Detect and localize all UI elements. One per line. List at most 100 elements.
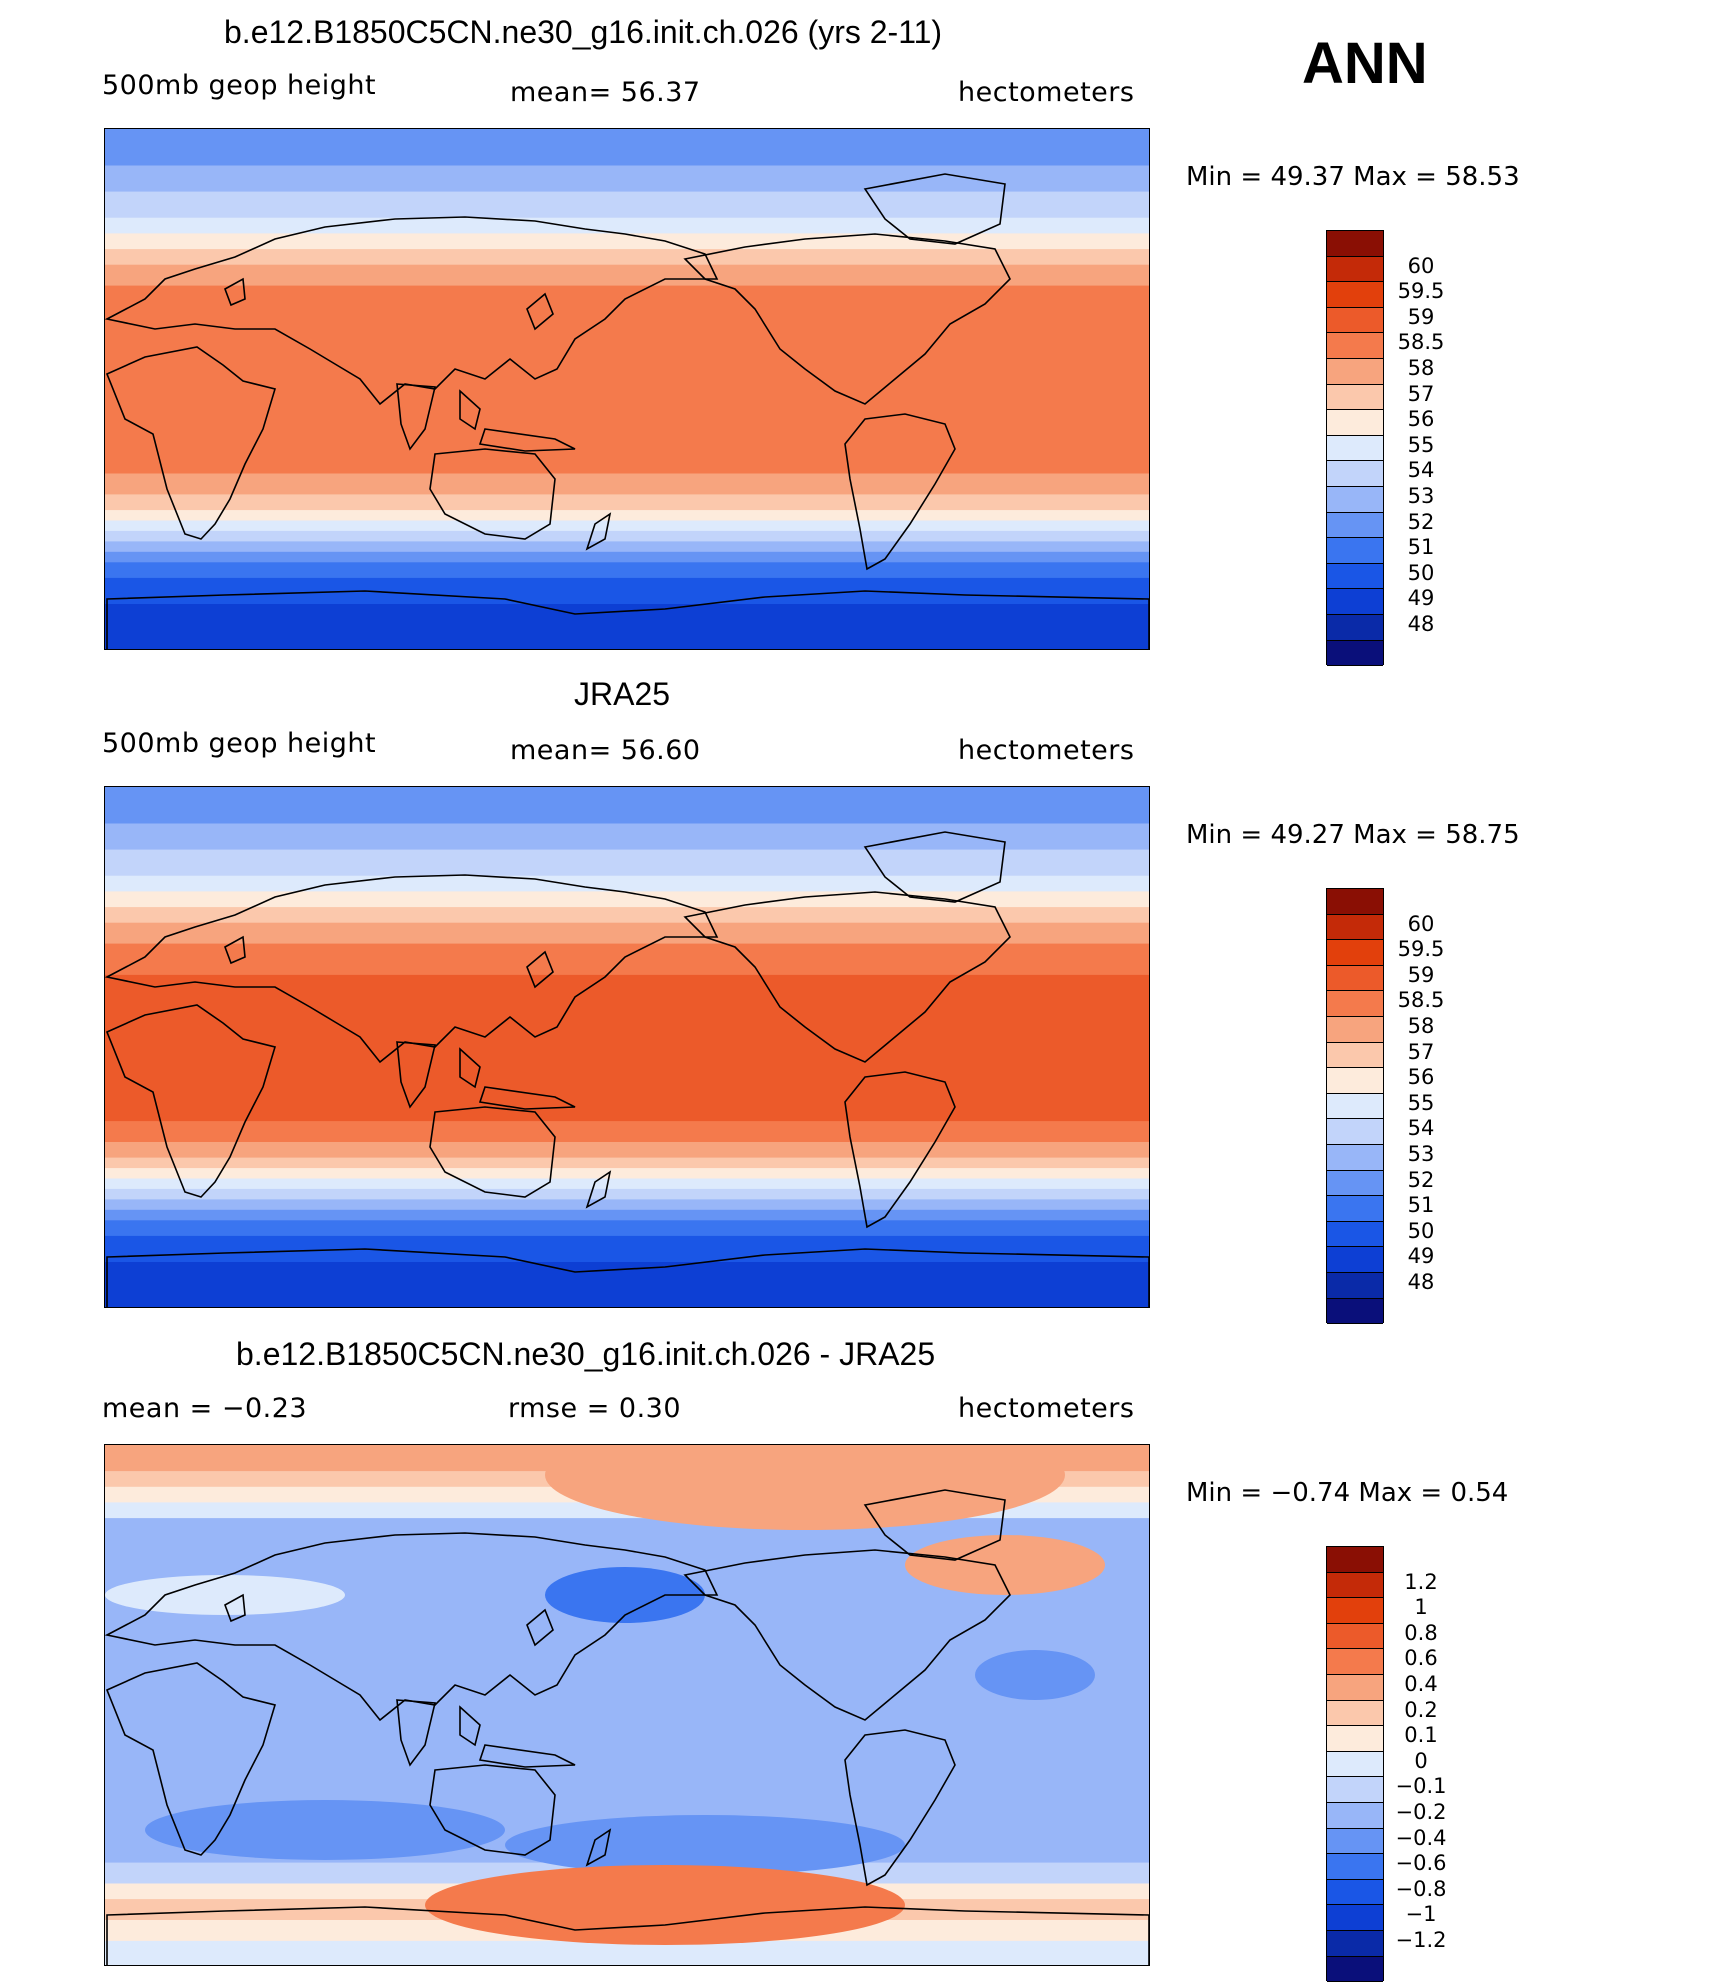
contour-band: [105, 875, 1149, 892]
colorbar-swatch: [1327, 1572, 1383, 1599]
contour-band: [105, 1199, 1149, 1211]
contour-band: [105, 165, 1149, 193]
anomaly-region: [105, 1575, 345, 1615]
contour-band: [105, 787, 1149, 825]
map-canvas: [105, 787, 1149, 1307]
panel-2-units: hectometers: [958, 735, 1135, 766]
colorbar-box: [1326, 888, 1384, 1325]
contour-band: [105, 1168, 1149, 1180]
contour-band: [105, 891, 1149, 908]
coastline: [224, 277, 554, 331]
contour-band: [105, 577, 1149, 605]
colorbar-label: 56: [1407, 1065, 1435, 1090]
contour-band: [105, 520, 1149, 532]
colorbar-swatch: [1327, 282, 1383, 308]
colorbar-swatch: [1327, 1751, 1383, 1778]
colorbar-label: 58.5: [1397, 988, 1445, 1013]
contour-band: [105, 1121, 1149, 1143]
colorbar-label: 48: [1407, 1270, 1435, 1294]
coastline: [585, 1170, 612, 1209]
colorbar-swatch: [1327, 889, 1383, 915]
colorbar-swatch: [1327, 615, 1383, 641]
colorbar-label: 1: [1414, 1595, 1428, 1620]
colorbar-swatch: [1327, 1170, 1383, 1197]
coastline: [459, 1047, 576, 1110]
contour-band: [105, 510, 1149, 522]
colorbar-swatch: [1327, 1145, 1383, 1171]
panel-3-mean: mean = −0.23: [102, 1393, 308, 1424]
colorbar-label: 50: [1407, 560, 1435, 585]
colorbar-label: 0.1: [1404, 1723, 1438, 1748]
colorbar-swatch: [1327, 1675, 1383, 1701]
panel-2-variable: 500mb geop height: [102, 728, 377, 759]
colorbar-swatch: [1327, 1298, 1383, 1325]
colorbar-swatch: [1327, 384, 1383, 411]
coastline: [429, 1106, 556, 1198]
colorbar-label: 54: [1407, 458, 1435, 483]
coastline: [429, 1764, 556, 1856]
anomaly-region: [975, 1650, 1095, 1700]
coastline: [429, 448, 556, 540]
colorbar-box: [1326, 230, 1384, 667]
contour-band: [105, 907, 1149, 924]
colorbar-label: 60: [1407, 911, 1435, 936]
season-label: ANN: [1302, 31, 1428, 96]
contour-band: [105, 1209, 1149, 1221]
colorbar-label: 59.5: [1397, 279, 1445, 304]
colorbar-swatch: [1327, 1956, 1383, 1983]
coastline: [396, 1699, 436, 1767]
coastline: [683, 233, 1011, 405]
colorbar-swatch: [1327, 640, 1383, 667]
colorbar-swatch: [1327, 333, 1383, 359]
colorbar-label: 59: [1407, 962, 1435, 987]
colorbar-label: 0: [1414, 1748, 1428, 1773]
coastline: [396, 1041, 436, 1109]
coastline: [105, 1662, 277, 1856]
colorbar-swatch: [1327, 1879, 1383, 1906]
coastline: [863, 831, 1006, 903]
panel-3-units: hectometers: [958, 1393, 1135, 1424]
colorbar-swatch: [1327, 1119, 1383, 1145]
colorbar-label: −1.2: [1395, 1928, 1447, 1952]
colorbar-swatch: [1327, 1828, 1383, 1855]
contour-band: [105, 316, 1149, 475]
contour-band: [105, 494, 1149, 511]
contour-band: [105, 233, 1149, 250]
colorbar-swatch: [1327, 965, 1383, 992]
panel-2-mean: mean= 56.60: [510, 735, 701, 766]
colorbar-swatch: [1327, 1649, 1383, 1675]
colorbar-swatch: [1327, 487, 1383, 513]
coastline: [106, 1248, 1149, 1307]
coastline: [683, 891, 1011, 1063]
colorbar-swatch: [1327, 1905, 1383, 1931]
panel-2-map: [104, 786, 1150, 1308]
panel-3-map: [104, 1444, 1150, 1966]
contour-band: [105, 1940, 1149, 1965]
anomaly-region: [505, 1815, 905, 1875]
map-canvas: [105, 129, 1149, 649]
map-canvas: [105, 1445, 1149, 1965]
colorbar-label: 0.8: [1404, 1620, 1438, 1645]
coastline: [585, 1828, 612, 1867]
coastline: [844, 1729, 956, 1887]
contour-band: [105, 551, 1149, 563]
panel-1-title: b.e12.B1850C5CN.ne30_g16.init.ch.026 (yr…: [224, 14, 943, 50]
colorbar-swatch: [1327, 231, 1383, 257]
panel-1-units: hectometers: [958, 77, 1135, 108]
colorbar-swatch: [1327, 1854, 1383, 1880]
colorbar-label: 55: [1407, 1090, 1435, 1115]
panel-1-map: [104, 128, 1150, 650]
contour-band: [105, 264, 1149, 287]
colorbar-label: 53: [1407, 1142, 1435, 1166]
colorbar-label: 57: [1407, 1039, 1435, 1064]
colorbar-label: 53: [1407, 484, 1435, 508]
colorbar-swatch: [1327, 512, 1383, 539]
colorbar-label: 57: [1407, 381, 1435, 406]
colorbar-swatch: [1327, 256, 1383, 283]
coastline: [105, 346, 277, 540]
colorbar-swatch: [1327, 410, 1383, 436]
colorbar-swatch: [1327, 1777, 1383, 1803]
anomaly-region: [905, 1535, 1105, 1595]
colorbar-label: 0.6: [1404, 1646, 1438, 1671]
coastline: [844, 413, 956, 571]
